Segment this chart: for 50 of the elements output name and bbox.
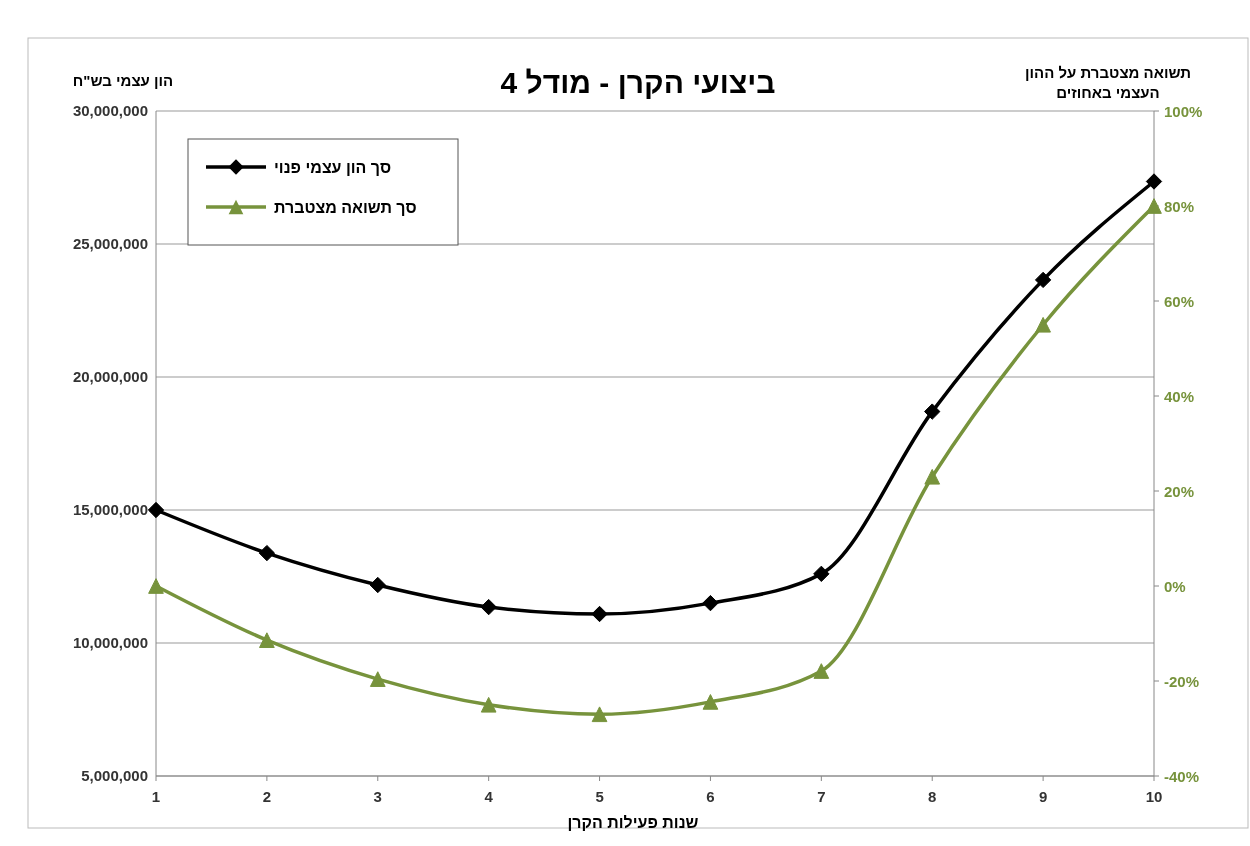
x-tick-label: 10	[1145, 788, 1163, 805]
y2-tick-label: -40%	[1164, 767, 1200, 785]
x-tick-label: 1	[151, 788, 161, 805]
x-tick-label: 5	[595, 788, 604, 805]
y-tick-label: 20,000,000	[72, 368, 148, 386]
x-tick-label: 9	[1038, 788, 1048, 805]
point	[591, 706, 608, 723]
y-axis-title: הון עצמי בש"ח	[72, 72, 174, 89]
point	[1035, 316, 1051, 333]
point	[369, 671, 386, 687]
point	[591, 605, 608, 623]
point	[924, 403, 941, 420]
y-tick-label: 15,000,000	[72, 501, 148, 519]
y2-axis-title: תשואה מצטברת על ההון העצמי באחוזים	[1024, 64, 1192, 101]
point	[702, 594, 719, 612]
point	[924, 468, 941, 485]
y-tick-label: 10,000,000	[72, 634, 148, 652]
point	[480, 598, 497, 616]
y2-tick-label: -20%	[1164, 672, 1200, 690]
point	[1034, 271, 1052, 289]
y-tick-label: 25,000,000	[72, 235, 148, 253]
x-tick-label: 4	[484, 788, 494, 805]
point	[1145, 173, 1163, 190]
x-axis-title: שנות פעילות הקרן	[567, 814, 699, 831]
legend-label: סך תשואה מצטברת	[274, 198, 417, 216]
x-tick-label: 7	[817, 788, 826, 805]
y-tick-label: 30,000,000	[72, 102, 148, 120]
x-tick-label: 2	[262, 788, 272, 805]
y-tick-label: 5,000,000	[81, 767, 148, 785]
y2-tick-label: 20%	[1164, 482, 1195, 500]
point	[1146, 198, 1162, 214]
chart-title: ביצועי הקרן - מודל 4	[500, 66, 776, 99]
y2-tick-label: 0%	[1164, 577, 1186, 595]
point	[480, 696, 497, 713]
point	[259, 632, 275, 648]
point	[702, 694, 719, 710]
y2-tick-label: 100%	[1164, 102, 1203, 120]
y2-tick-label: 80%	[1164, 197, 1195, 215]
point	[258, 544, 276, 562]
y2-tick-label: 40%	[1164, 387, 1195, 405]
point	[148, 578, 164, 594]
point	[813, 565, 830, 583]
point	[369, 576, 386, 594]
point	[813, 663, 830, 679]
x-tick-label: 6	[706, 788, 715, 805]
y2-tick-label: 60%	[1164, 292, 1195, 310]
x-tick-label: 8	[928, 788, 937, 805]
point	[147, 501, 165, 519]
x-tick-label: 3	[373, 788, 382, 805]
legend-label: סך הון עצמי פנוי	[274, 158, 392, 176]
